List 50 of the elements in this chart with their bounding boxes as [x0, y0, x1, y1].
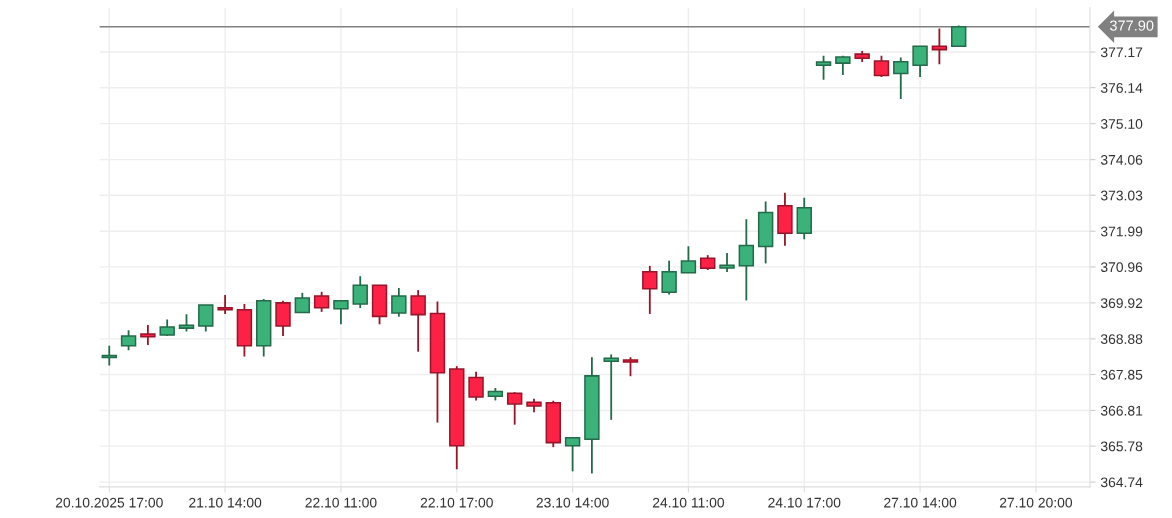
y-tick-label: 367.85: [1100, 369, 1143, 380]
candlestick: [275, 299, 291, 337]
ref-line-label: 377.90: [1109, 20, 1154, 31]
candlestick: [410, 289, 426, 353]
y-tick-label: 369.92: [1100, 298, 1143, 309]
x-tick-label: 20.10.2025 17:00: [55, 497, 163, 508]
x-tick-label: 22.10 11:00: [305, 497, 377, 508]
y-tick-label: 365.78: [1100, 441, 1143, 452]
y-tick-label: 376.14: [1100, 83, 1143, 93]
candlestick: [198, 304, 214, 333]
candlestick: [950, 24, 967, 48]
x-tick-label: 27.10 14:00: [884, 497, 957, 508]
candlestick: [217, 294, 233, 315]
y-tick-label: 375.10: [1100, 119, 1143, 129]
candlestick: [815, 54, 832, 81]
candlestick: [738, 218, 755, 302]
candlestick: [680, 245, 697, 274]
candlestick: [352, 275, 368, 309]
candlestick: [893, 56, 909, 101]
y-tick-label: 373.03: [1100, 190, 1143, 201]
candlestick: [294, 291, 311, 314]
candlestick: [506, 391, 523, 426]
candlestick: [873, 54, 890, 78]
y-tick-label: 364.74: [1100, 477, 1143, 488]
y-tick-label: 368.88: [1100, 334, 1143, 345]
candlestick: [622, 356, 639, 378]
candlestick: [140, 324, 156, 346]
candlestick: [912, 45, 928, 78]
candlestick: [313, 290, 330, 313]
candlestick: [931, 27, 948, 66]
x-tick-label: 24.10 17:00: [768, 497, 841, 508]
candlestick: [120, 329, 137, 352]
candlestick: [661, 259, 677, 296]
candlestick: [642, 264, 658, 315]
x-tick-label: 23.10 14:00: [536, 497, 609, 508]
y-tick-label: 377.17: [1100, 47, 1143, 58]
candlestick: [468, 370, 484, 402]
candlestick: [391, 287, 407, 318]
x-tick-label: 21.10 14:00: [189, 497, 262, 508]
x-tick-label: 24.10 11:00: [652, 497, 725, 508]
x-tick-label: 22.10 17:00: [420, 497, 493, 508]
candlestick: [603, 353, 619, 421]
candlestick: [333, 299, 349, 326]
candlestick: [719, 252, 735, 273]
y-tick-label: 370.96: [1100, 262, 1143, 273]
y-tick-label: 371.99: [1100, 226, 1143, 237]
y-tick-label: 366.81: [1100, 405, 1143, 416]
x-tick-label: 27.10 20:00: [999, 497, 1073, 508]
y-tick-label: 374.06: [1100, 154, 1143, 165]
candlestick: [564, 436, 581, 473]
